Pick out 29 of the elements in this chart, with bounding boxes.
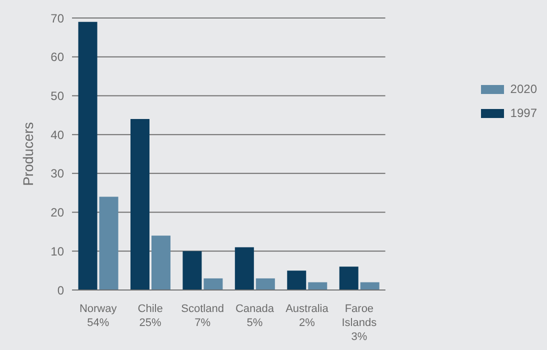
x-tick-label: Scotland 7%	[181, 303, 224, 329]
bar	[339, 266, 358, 290]
bar	[204, 278, 223, 290]
y-tick-label: 70	[50, 11, 64, 26]
y-tick-label: 60	[50, 50, 64, 64]
bar	[151, 236, 170, 290]
bar	[130, 119, 150, 290]
y-tick-label: 20	[50, 206, 64, 220]
y-tick-label: 40	[50, 128, 64, 142]
y-tick-label: 10	[50, 244, 64, 258]
x-tick-label: Norway 54%	[79, 303, 118, 329]
bar	[99, 196, 118, 290]
y-tick-label: 0	[57, 283, 64, 298]
x-tick-label: Chile 25%	[138, 303, 163, 329]
bar	[360, 282, 380, 290]
y-tick-label: 30	[50, 166, 64, 181]
x-tick-label: Australia 2%	[286, 303, 330, 329]
bar	[234, 247, 254, 290]
y-axis-title: Producers	[20, 122, 36, 186]
bar	[182, 251, 202, 290]
legend-label: 1997	[510, 106, 537, 120]
bar	[78, 22, 98, 290]
bar	[308, 282, 328, 290]
y-tick-label: 50	[50, 88, 64, 103]
bar	[256, 278, 275, 290]
legend-label: 2020	[510, 82, 537, 96]
bar	[287, 270, 306, 290]
x-tick-label: Faroe Islands 3%	[342, 303, 378, 343]
x-tick-label: Canada 5%	[235, 303, 275, 329]
